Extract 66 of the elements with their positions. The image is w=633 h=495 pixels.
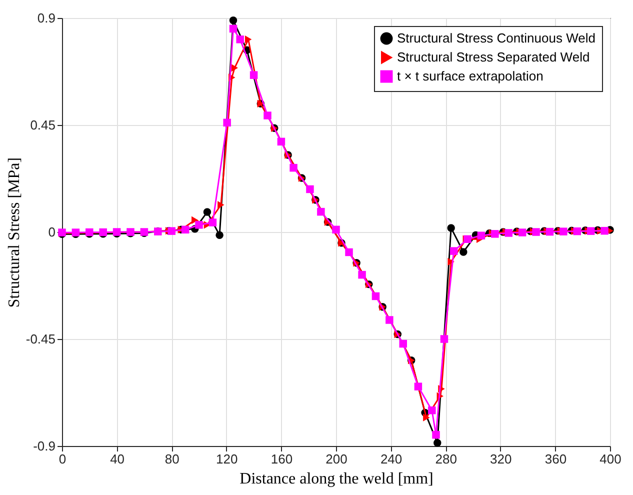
- point: [208, 218, 217, 226]
- x-tick-label: 40: [110, 452, 125, 466]
- point: [450, 247, 458, 255]
- x-tick-label: 400: [600, 452, 622, 466]
- point: [491, 230, 499, 238]
- y-tick-label: 0.9: [37, 10, 56, 26]
- x-tick-label: 360: [544, 452, 567, 466]
- point: [168, 227, 176, 235]
- point: [306, 185, 314, 194]
- point: [216, 231, 224, 239]
- point: [386, 316, 394, 324]
- y-tick-label: 0: [48, 224, 56, 240]
- point: [440, 335, 448, 343]
- point: [203, 208, 212, 216]
- point: [250, 71, 258, 79]
- point: [434, 439, 442, 447]
- point: [244, 36, 252, 44]
- point: [195, 220, 203, 229]
- y-axis-title: Structural Stress [MPa]: [6, 157, 23, 308]
- point: [277, 138, 286, 146]
- point: [372, 292, 380, 300]
- legend-label: Structural Stress Continuous Weld: [397, 30, 596, 46]
- point: [229, 24, 238, 33]
- x-tick-label: 0: [58, 452, 66, 466]
- x-tick-label: 320: [490, 452, 512, 466]
- point: [229, 16, 238, 24]
- y-tick-label: 0.45: [30, 118, 56, 132]
- point: [518, 228, 526, 236]
- point: [477, 232, 486, 240]
- x-axis-title: Distance along the weld [mm]: [240, 470, 434, 488]
- point: [504, 229, 512, 237]
- x-tick-label: 160: [270, 452, 293, 466]
- point: [460, 248, 468, 256]
- point: [290, 164, 298, 172]
- point: [432, 430, 440, 439]
- point: [231, 64, 238, 72]
- point: [218, 201, 224, 209]
- point: [192, 216, 198, 224]
- point: [560, 228, 568, 236]
- point: [358, 270, 366, 279]
- x-tick-label: 120: [216, 452, 238, 466]
- point: [399, 340, 408, 348]
- point: [223, 118, 231, 126]
- point: [236, 36, 244, 44]
- point: [546, 228, 554, 236]
- point: [264, 112, 272, 120]
- point: [573, 227, 581, 236]
- point: [447, 224, 455, 232]
- x-tick-label: 200: [326, 452, 348, 466]
- y-tick-label: -0.9: [33, 438, 56, 454]
- point: [317, 208, 325, 216]
- point: [423, 414, 430, 422]
- x-tick-label: 240: [380, 452, 402, 466]
- point: [428, 406, 436, 414]
- point: [414, 382, 422, 390]
- point: [600, 226, 608, 235]
- point: [332, 226, 340, 234]
- x-tick-label: 280: [435, 452, 457, 466]
- point: [586, 227, 595, 235]
- point: [181, 226, 190, 234]
- point: [345, 248, 353, 256]
- point: [532, 228, 540, 236]
- x-tick-label: 80: [164, 452, 180, 466]
- legend-label: t × t surface extrapolation: [397, 68, 544, 84]
- legend-label: Structural Stress Separated Weld: [397, 50, 590, 64]
- y-tick-label: -0.45: [26, 332, 56, 346]
